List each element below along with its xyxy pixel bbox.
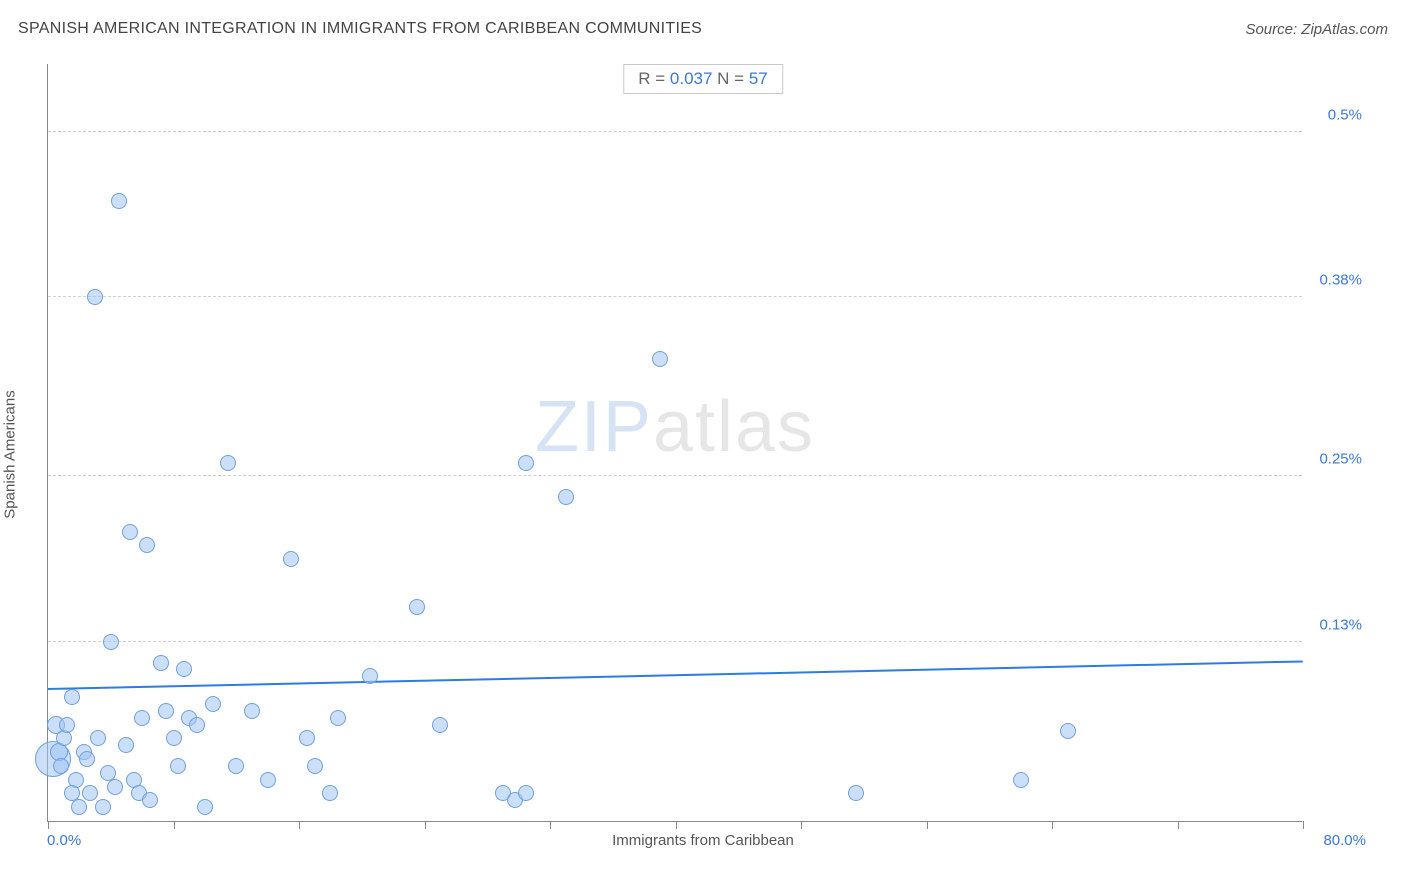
gridline (48, 475, 1302, 476)
n-label: N = (712, 69, 748, 88)
data-point (432, 717, 448, 733)
data-point (134, 710, 150, 726)
data-point (848, 785, 864, 801)
data-point (1060, 723, 1076, 739)
data-point (518, 455, 534, 471)
data-point (107, 779, 123, 795)
source-attribution: Source: ZipAtlas.com (1245, 21, 1388, 38)
x-axis-max-label: 80.0% (1323, 832, 1366, 849)
x-tick (550, 821, 551, 829)
data-point (176, 661, 192, 677)
data-point (95, 799, 111, 815)
data-point (56, 730, 72, 746)
data-point (189, 717, 205, 733)
x-axis-label: Immigrants from Caribbean (612, 832, 794, 849)
x-tick (1052, 821, 1053, 829)
chart-header: SPANISH AMERICAN INTEGRATION IN IMMIGRAN… (18, 20, 1388, 38)
data-point (153, 655, 169, 671)
data-point (59, 717, 75, 733)
data-point (299, 730, 315, 746)
x-axis-min-label: 0.0% (47, 832, 81, 849)
data-point (518, 785, 534, 801)
r-value: 0.037 (670, 69, 713, 88)
x-tick (174, 821, 175, 829)
data-point (283, 551, 299, 567)
data-point (220, 455, 236, 471)
data-point (558, 489, 574, 505)
data-point (64, 785, 80, 801)
x-tick (1178, 821, 1179, 829)
data-point (205, 696, 221, 712)
y-tick-label: 0.13% (1319, 616, 1362, 633)
gridline (48, 131, 1302, 132)
y-tick-label: 0.38% (1319, 272, 1362, 289)
r-label: R = (638, 69, 670, 88)
watermark: ZIPatlas (535, 386, 815, 468)
data-point (142, 792, 158, 808)
x-tick (801, 821, 802, 829)
watermark-zip: ZIP (535, 387, 653, 467)
data-point (111, 193, 127, 209)
x-tick (676, 821, 677, 829)
data-point (170, 758, 186, 774)
data-point (64, 689, 80, 705)
x-tick (425, 821, 426, 829)
data-point (307, 758, 323, 774)
chart-title: SPANISH AMERICAN INTEGRATION IN IMMIGRAN… (18, 20, 702, 38)
data-point (228, 758, 244, 774)
x-tick (1303, 821, 1304, 829)
data-point (139, 537, 155, 553)
stats-box: R = 0.037 N = 57 (623, 64, 783, 94)
data-point (118, 737, 134, 753)
data-point (90, 730, 106, 746)
data-point (330, 710, 346, 726)
gridline (48, 641, 1302, 642)
y-tick-label: 0.5% (1328, 106, 1362, 123)
data-point (122, 524, 138, 540)
watermark-atlas: atlas (653, 387, 815, 467)
data-point (166, 730, 182, 746)
data-point (79, 751, 95, 767)
regression-line (48, 661, 1303, 691)
scatter-plot-area: ZIPatlas 0.13%0.25%0.38%0.5% (47, 64, 1302, 822)
data-point (197, 799, 213, 815)
x-tick (48, 821, 49, 829)
data-point (362, 668, 378, 684)
data-point (82, 785, 98, 801)
data-point (1013, 772, 1029, 788)
n-value: 57 (749, 69, 768, 88)
data-point (244, 703, 260, 719)
y-axis-label: Spanish Americans (2, 390, 19, 518)
data-point (87, 289, 103, 305)
x-tick (299, 821, 300, 829)
data-point (71, 799, 87, 815)
data-point (103, 634, 119, 650)
data-point (322, 785, 338, 801)
gridline (48, 296, 1302, 297)
data-point (158, 703, 174, 719)
x-tick (927, 821, 928, 829)
data-point (652, 351, 668, 367)
data-point (260, 772, 276, 788)
y-tick-label: 0.25% (1319, 451, 1362, 468)
data-point (409, 599, 425, 615)
data-point (53, 758, 69, 774)
